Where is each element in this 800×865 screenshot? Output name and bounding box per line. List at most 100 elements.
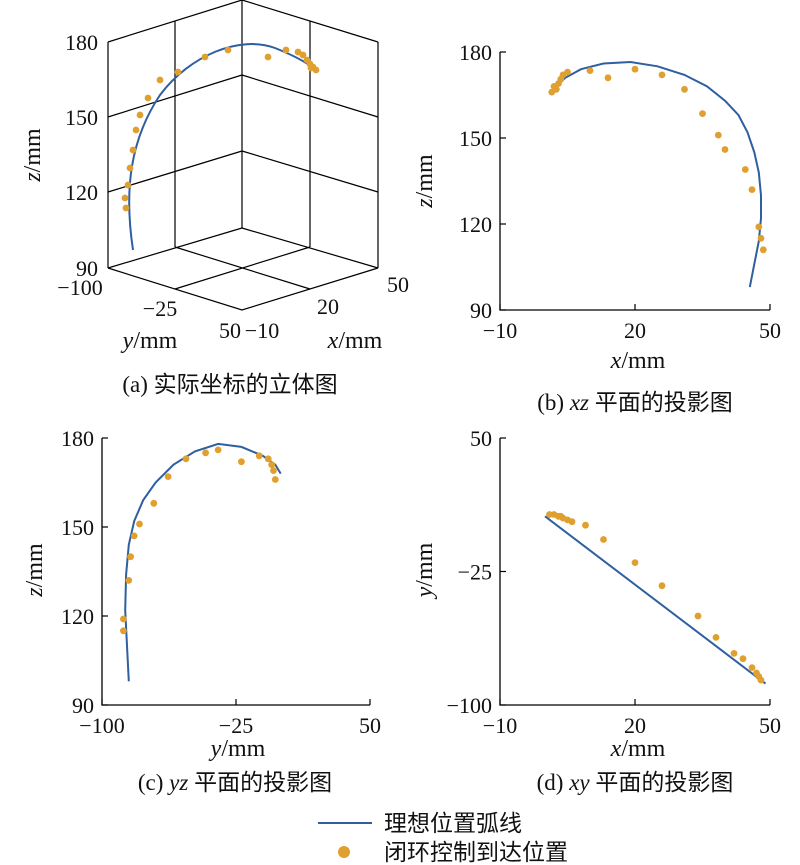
panel-b-caption: (b) xz 平面的投影图 [537,390,733,415]
panel-c-axes [101,438,370,706]
panel-d-point [712,634,720,641]
panel-c-ylabel: z/mm [22,543,48,598]
panel-b-xlabel: x/mm [610,348,666,374]
panel-c-point [136,520,143,528]
panel-d-point [600,536,607,543]
panel-d-xtick-label: 50 [759,713,781,738]
panel-a-point [126,164,134,172]
panel-a-point [132,126,140,134]
panel-c-yz-plot: −100 −25 50 90 120 150 180 y/mm z/mm (c) yz 平面的投影… [22,426,381,795]
panel-b-point [586,67,594,74]
panel-b-point [714,131,722,139]
panel-b-point [564,68,571,76]
panel-a-ztick-label: 90 [76,256,98,281]
panel-b-point [757,234,765,242]
panel-c-point [202,449,210,457]
panel-c-point [271,476,279,483]
panel-a-ztick-label: 150 [65,105,98,130]
panel-d-xtick-label: −10 [483,713,517,738]
panel-d-point [568,518,576,526]
panel-a-ztick-label: 120 [65,180,98,205]
panel-a-point [224,46,232,54]
panel-b-point [631,65,639,73]
panel-b-ytick-label: 90 [470,298,492,323]
panel-a-point [264,53,272,61]
panel-b-point [759,246,767,254]
panel-a-point [136,111,144,119]
panel-d-xtick-label: 20 [624,713,646,738]
panel-b-ytick-label: 120 [459,212,492,237]
panel-d-ytick-label: −100 [447,693,492,718]
panel-b-point [755,223,763,231]
panel-c-point [120,615,127,623]
panel-c-xtick-label: −100 [79,713,124,738]
legend-point-swatch [338,846,350,858]
panel-c-point [125,577,133,584]
panel-a-ztick-label: 180 [65,30,98,55]
panel-a-xtick-label: 20 [317,294,339,319]
panel-c-point [182,455,190,463]
panel-a-ylabel: y/mm [121,328,178,354]
panel-b-ylabel: z/mm [412,154,438,209]
panel-a-point [129,146,137,154]
panel-a-zlabel: z/mm [20,128,46,183]
panel-d-ylabel: y/mm [412,542,438,599]
panel-d-point [582,521,589,529]
panel-b-ytick-label: 180 [459,40,492,65]
panel-d-xy-plot: −10 20 50 50 −25 −100 x/mm y/mm (d) xy 平面的投影图 [412,426,781,795]
panel-a-point [282,46,290,54]
panel-b-point [741,166,749,173]
panel-b-point [681,85,688,93]
panel-b-point [604,74,612,82]
panel-b-point [748,186,756,194]
panel-d-ytick-label: 50 [470,426,492,451]
panel-b-point [721,146,729,153]
panel-c-point [127,553,134,561]
panel-d-point [730,650,738,657]
panel-d-point [739,655,747,663]
panel-c-point [270,467,277,474]
panel-a-point [156,76,164,84]
panel-b-xtick-label: 50 [759,318,781,343]
panel-d-ytick-label: −25 [458,560,492,585]
panel-c-point [255,452,263,460]
panel-a-xtick-label: 50 [387,272,409,297]
panel-c-point [238,458,245,466]
panel-c-xlabel: y/mm [209,736,266,762]
panel-a-point [144,94,152,102]
panel-b-xz-plot: −10 20 50 90 120 150 180 x/mm z/mm (b) xz 平面的投影图 [412,40,781,415]
panel-d-point [757,676,765,684]
panel-a-xlabel: x/mm [327,328,383,354]
panel-d-point [658,582,666,590]
panel-d-axes [499,438,770,706]
panel-a-xtick-label: −10 [245,318,279,343]
panel-c-point [120,627,127,635]
panel-c-xtick-label: 50 [359,713,381,738]
panel-a-caption: (a) 实际坐标的立体图 [122,372,337,397]
panel-b-xtick-label: −10 [483,318,517,343]
panel-b-point [699,110,706,117]
legend-point-label: 闭环控制到达位置 [384,840,568,865]
panel-c-point [214,446,222,454]
panel-a-ytick-label: −100 [57,275,102,300]
panel-a-ytick-label: 50 [219,318,241,343]
panel-d-ideal-curve [544,515,767,685]
panel-a-point [122,204,130,212]
panel-c-point [268,461,276,469]
panel-c-ytick-label: 150 [61,515,94,540]
panel-a-point [121,194,129,202]
panel-a-point [307,64,315,72]
legend: 理想位置弧线 闭环控制到达位置 [318,811,568,865]
panel-c-point [264,455,272,463]
panel-c-point [130,532,138,540]
panel-c-ytick-label: 90 [72,693,94,718]
panel-c-point [164,473,172,480]
legend-line-label: 理想位置弧线 [384,811,522,836]
panel-d-xlabel: x/mm [610,736,666,762]
panel-d-point [631,559,639,566]
panel-b-ytick-label: 150 [459,126,492,151]
panel-d-point [748,664,756,671]
